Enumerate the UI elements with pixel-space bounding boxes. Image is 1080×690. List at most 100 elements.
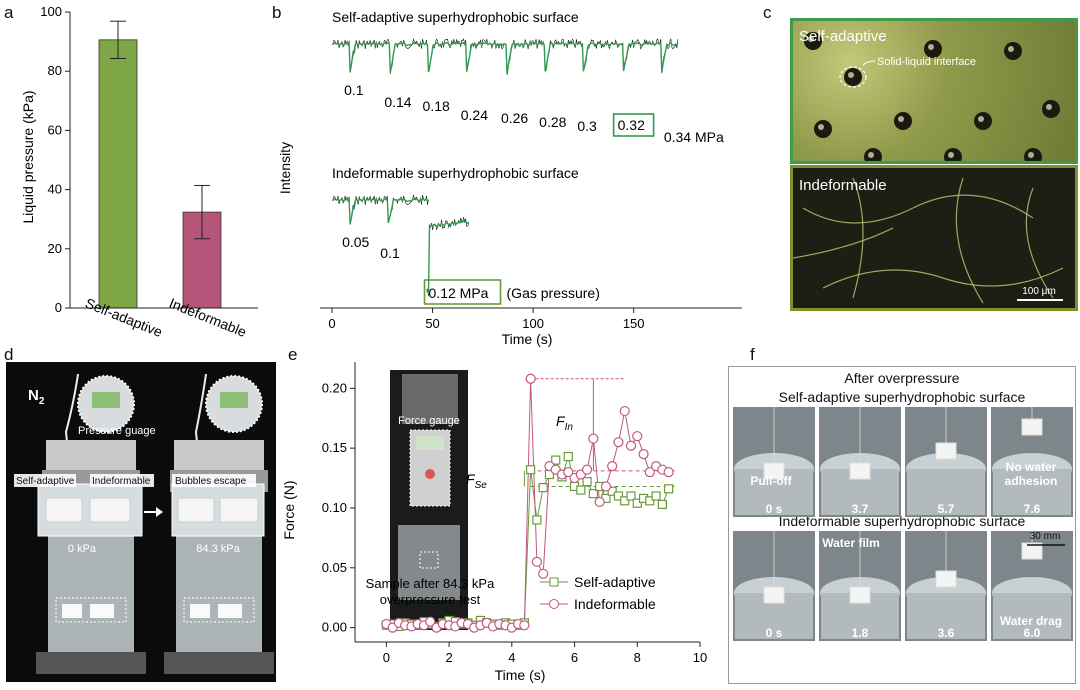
dip-label: 0.3 <box>577 118 597 134</box>
x-axis-label: Time (s) <box>495 667 546 683</box>
dip-label: 0.26 <box>501 110 528 126</box>
data-point <box>645 496 655 506</box>
data-point <box>651 491 661 501</box>
dip-label: 0.1 <box>344 82 364 98</box>
y-tick-label: 80 <box>48 63 62 78</box>
time-label: 1.8 <box>852 626 869 640</box>
data-point <box>581 464 593 475</box>
legend-label: Self-adaptive <box>574 574 656 590</box>
x-axis-label: Time (s) <box>502 331 553 347</box>
x-tick-label: 4 <box>508 650 515 665</box>
force-gauge-label: Force gauge <box>398 415 460 427</box>
sample-cube <box>1021 418 1043 436</box>
y-tick-label: 20 <box>48 241 62 256</box>
water-film-label: Water film <box>822 536 880 550</box>
container <box>907 593 985 639</box>
data-point <box>644 466 655 478</box>
pressure-gauge-label: Pressure guage <box>78 425 156 437</box>
right-apparatus <box>164 373 274 674</box>
micro-highlight <box>848 72 854 78</box>
panel-label-e: e <box>288 345 298 364</box>
y-tick-label: 100 <box>40 4 62 19</box>
legend-marker <box>549 577 559 587</box>
data-point <box>576 485 586 495</box>
micro-highlight <box>1008 46 1014 52</box>
interface-callout: Solid-liquid interface <box>877 56 976 68</box>
highlight-box <box>423 279 502 305</box>
container <box>993 469 1071 515</box>
y-tick-label: 0 <box>55 300 62 315</box>
data-point <box>638 449 649 460</box>
data-point <box>538 568 549 579</box>
tag-self-adaptive: Self-adaptive <box>16 476 75 487</box>
data-point <box>551 455 561 465</box>
inset-caption-line1: Sample after 84.3 kPa <box>366 576 495 591</box>
micro-highlight <box>808 36 814 42</box>
data-point <box>625 440 637 451</box>
top-trace-smoothed <box>331 41 679 73</box>
time-label: 0 s <box>766 502 783 516</box>
data-point <box>663 466 674 478</box>
data-point <box>525 373 536 384</box>
time-label: 5.7 <box>938 502 955 516</box>
inset-caption-line2: overpressure test <box>380 592 481 607</box>
container <box>993 593 1071 639</box>
water-drag-label: Water drag <box>1000 614 1062 628</box>
data-point <box>582 477 592 487</box>
y-tick-label: 0.10 <box>322 500 347 515</box>
gas-label: N2 <box>28 387 45 407</box>
pull-off-label: Pull-off <box>750 474 792 488</box>
scale-bar-label: 100 μm <box>1022 286 1056 297</box>
data-point <box>613 437 624 448</box>
micro-highlight <box>868 152 874 158</box>
data-point <box>613 491 624 501</box>
bar-self-adaptive <box>98 39 138 309</box>
y-tick-label: 0.15 <box>322 440 347 455</box>
adhesion-label: adhesion <box>1005 474 1058 488</box>
container <box>907 469 985 515</box>
time-label: 0 s <box>766 626 783 640</box>
force-gauge-inset: Force gauge <box>390 370 468 630</box>
no-water-label: No water <box>1006 460 1057 474</box>
time-label: 7.6 <box>1024 502 1041 516</box>
dip-label: 0.14 <box>384 94 411 110</box>
tag-bubbles-escape: Bubbles escape <box>175 476 247 487</box>
y-tick-label: 0.05 <box>322 560 347 575</box>
legend-marker <box>549 599 559 609</box>
overpressure-photo-panel: After overpressure Self-adaptive superhy… <box>728 366 1076 684</box>
panel-f-title: After overpressure <box>844 370 960 386</box>
data-point <box>519 620 530 631</box>
micro-highlight <box>978 116 984 122</box>
y-axis-label: Intensity <box>277 142 293 194</box>
micro-highlight <box>818 124 824 130</box>
micro-highlight <box>1046 104 1052 110</box>
panel-label-a: a <box>4 3 14 22</box>
bottom-trace-tail-smoothed <box>426 220 470 296</box>
reading-left: 0 kPa <box>68 543 97 555</box>
pressure-setup-photo: N2 Pressure guage Self-adaptive Indeform… <box>6 362 276 682</box>
data-point <box>600 481 612 492</box>
panel-label-b: b <box>272 3 282 22</box>
data-point <box>538 483 548 493</box>
scale-label: 30 mm <box>1030 531 1061 542</box>
micro-highlight <box>898 116 904 122</box>
data-point <box>588 489 598 499</box>
dip-label: 0.34 MPa <box>664 129 724 145</box>
data-point <box>619 405 630 417</box>
data-point <box>632 498 642 508</box>
x-tick-label: 2 <box>445 650 452 665</box>
panel-c-top-label: Self-adaptive <box>799 28 887 45</box>
data-point <box>607 486 617 496</box>
x-tick-label: 8 <box>634 650 641 665</box>
y-axis-label: Liquid pressure (kPa) <box>20 90 36 223</box>
trace-title-top: Self-adaptive superhydrophobic surface <box>332 9 579 25</box>
micro-highlight <box>1028 152 1034 158</box>
intensity-trace-chart: Self-adaptive superhydrophobic surface I… <box>277 9 742 347</box>
force-time-chart: Force (N) Time (s) Force gauge 0.00 0.05 0… <box>281 362 707 683</box>
reading-right: 84.3 kPa <box>196 543 240 555</box>
panel-f-row1-title: Self-adaptive superhydrophobic surface <box>778 389 1026 405</box>
data-point <box>607 461 618 472</box>
data-point <box>657 499 667 509</box>
micro-highlight <box>928 44 934 50</box>
